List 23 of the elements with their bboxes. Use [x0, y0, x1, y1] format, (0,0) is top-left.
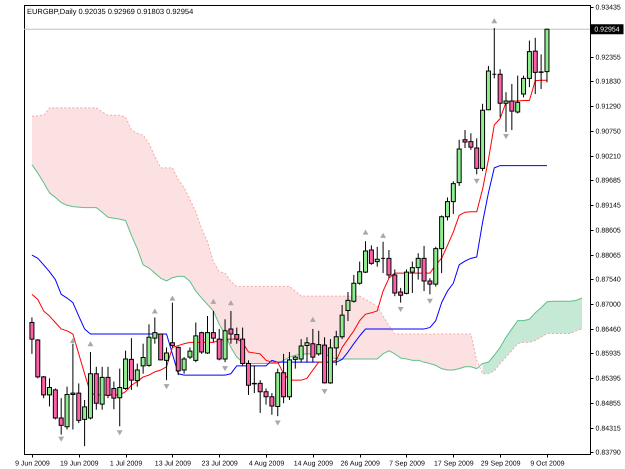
point [474, 178, 480, 184]
point [164, 384, 170, 390]
candlestick [29, 316, 34, 354]
point [222, 366, 228, 372]
point [426, 298, 433, 304]
point [503, 134, 509, 140]
point [362, 229, 368, 235]
point [398, 307, 404, 312]
point [70, 338, 76, 344]
point [380, 232, 386, 238]
point [491, 18, 498, 24]
point [210, 298, 216, 304]
candlestick [170, 302, 175, 348]
point [58, 436, 64, 442]
point [152, 308, 158, 314]
point [116, 430, 123, 436]
point [274, 420, 281, 426]
point [322, 389, 328, 394]
point [228, 300, 234, 306]
point [310, 316, 316, 322]
point [169, 295, 176, 301]
line-series [31, 107, 583, 374]
point [87, 341, 94, 346]
